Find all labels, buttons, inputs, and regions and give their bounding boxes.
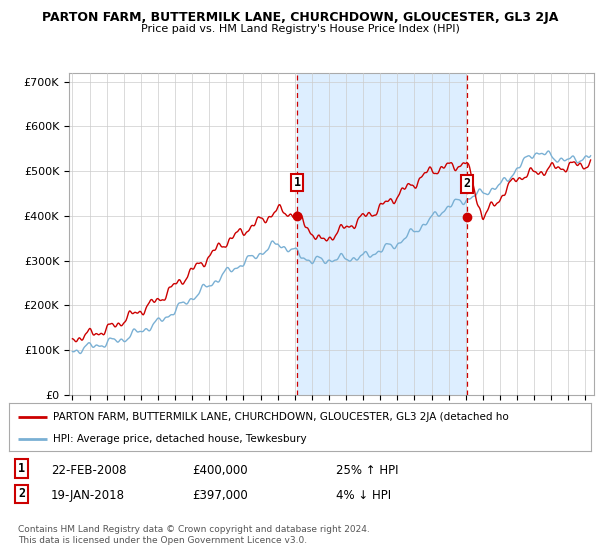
Text: £397,000: £397,000 xyxy=(192,489,248,502)
Text: 19-JAN-2018: 19-JAN-2018 xyxy=(51,489,125,502)
Text: 1: 1 xyxy=(293,176,301,189)
Text: HPI: Average price, detached house, Tewkesbury: HPI: Average price, detached house, Tewk… xyxy=(53,434,306,444)
Text: PARTON FARM, BUTTERMILK LANE, CHURCHDOWN, GLOUCESTER, GL3 2JA (detached ho: PARTON FARM, BUTTERMILK LANE, CHURCHDOWN… xyxy=(53,412,508,422)
Text: 1: 1 xyxy=(18,462,25,475)
Text: 2: 2 xyxy=(18,487,25,500)
Text: £400,000: £400,000 xyxy=(192,464,248,477)
Text: 2: 2 xyxy=(463,178,470,190)
Text: 25% ↑ HPI: 25% ↑ HPI xyxy=(336,464,398,477)
Text: Price paid vs. HM Land Registry's House Price Index (HPI): Price paid vs. HM Land Registry's House … xyxy=(140,24,460,34)
Text: PARTON FARM, BUTTERMILK LANE, CHURCHDOWN, GLOUCESTER, GL3 2JA: PARTON FARM, BUTTERMILK LANE, CHURCHDOWN… xyxy=(42,11,558,24)
Bar xyxy=(297,73,467,395)
Text: 4% ↓ HPI: 4% ↓ HPI xyxy=(336,489,391,502)
Text: 22-FEB-2008: 22-FEB-2008 xyxy=(51,464,127,477)
Text: Contains HM Land Registry data © Crown copyright and database right 2024.
This d: Contains HM Land Registry data © Crown c… xyxy=(18,525,370,545)
